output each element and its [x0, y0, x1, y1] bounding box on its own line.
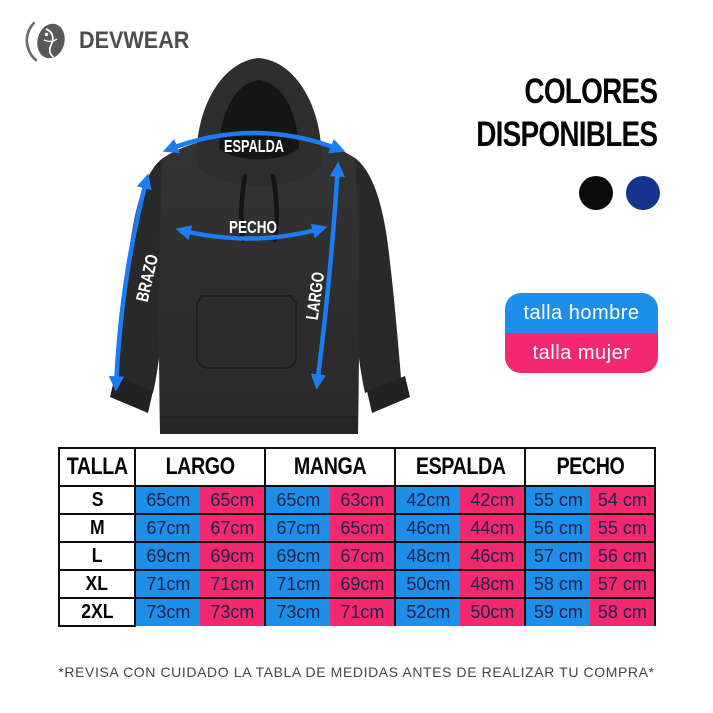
color-swatch-navy[interactable] [626, 176, 660, 210]
value-hombre: 55 cm [524, 485, 591, 515]
hoodie-hem [160, 417, 358, 434]
available-colors-title: COLORES DISPONIBLES [475, 70, 658, 156]
color-swatch-black[interactable] [579, 176, 613, 210]
pecho-label: PECHO [229, 217, 277, 237]
header-pecho: PECHO [524, 447, 657, 487]
table-row: S 65cm 65cm 65cm 63cm 42cm 42cm 55 cm 54… [57, 485, 657, 515]
pecho-measure-arrow [175, 223, 328, 241]
brazo-measure-arrow [108, 173, 152, 392]
brand-name: DEVWEAR [79, 27, 190, 54]
largo-measure-arrow [310, 161, 345, 390]
value-hombre: 59 cm [524, 597, 591, 626]
espalda-measure-arrow [162, 130, 346, 154]
value-mujer: 42cm [460, 485, 527, 515]
value-hombre: 46cm [394, 513, 461, 543]
value-mujer: 56 cm [590, 541, 657, 571]
value-hombre: 52cm [394, 597, 461, 626]
table-row: XL 71cm 71cm 71cm 69cm 50cm 48cm 58 cm 5… [57, 569, 657, 599]
value-mujer: 71cm [330, 597, 397, 626]
value-hombre: 71cm [264, 569, 331, 599]
value-mujer: 50cm [460, 597, 527, 626]
brand-logo: DEVWEAR [24, 16, 202, 66]
value-hombre: 58 cm [524, 569, 591, 599]
size-label: 2XL [57, 597, 137, 627]
value-hombre: 50cm [394, 569, 461, 599]
value-hombre: 73cm [264, 597, 331, 626]
value-hombre: 71cm [134, 569, 201, 599]
header-manga: MANGA [264, 447, 397, 487]
value-hombre: 57 cm [524, 541, 591, 571]
value-mujer: 67cm [200, 513, 267, 543]
value-mujer: 69cm [200, 541, 267, 571]
value-mujer: 48cm [460, 569, 527, 599]
value-hombre: 67cm [264, 513, 331, 543]
hoodie-measurement-diagram: ESPALDA PECHO BRAZO LARGO [108, 58, 410, 434]
header-espalda: ESPALDA [394, 447, 527, 487]
value-mujer: 44cm [460, 513, 527, 543]
devwear-logo-icon [25, 21, 65, 62]
size-chart-table: TALLA LARGO MANGA ESPALDA PECHO S 65cm 6… [57, 447, 657, 627]
value-hombre: 42cm [394, 485, 461, 515]
colors-title-line1: COLORES [524, 72, 658, 111]
hoodie-right-sleeve [349, 158, 401, 393]
header-talla: TALLA [57, 447, 137, 487]
value-mujer: 46cm [460, 541, 527, 571]
value-hombre: 65cm [264, 485, 331, 515]
talla-mujer-badge[interactable]: talla mujer [505, 333, 658, 373]
value-hombre: 69cm [264, 541, 331, 571]
value-mujer: 65cm [330, 513, 397, 543]
value-hombre: 56 cm [524, 513, 591, 543]
value-hombre: 73cm [134, 597, 201, 626]
talla-hombre-badge[interactable]: talla hombre [505, 293, 658, 333]
size-legend: talla hombre talla mujer [505, 293, 658, 373]
table-row: L 69cm 69cm 69cm 67cm 48cm 46cm 57 cm 56… [57, 541, 657, 571]
color-swatches [579, 176, 660, 210]
table-row: M 67cm 67cm 67cm 65cm 46cm 44cm 56 cm 55… [57, 513, 657, 543]
table-row: 2XL 73cm 73cm 73cm 71cm 52cm 50cm 59 cm … [57, 597, 657, 627]
size-label: M [57, 513, 137, 543]
value-mujer: 65cm [200, 485, 267, 515]
value-mujer: 73cm [200, 597, 267, 626]
value-mujer: 63cm [330, 485, 397, 515]
table-header-row: TALLA LARGO MANGA ESPALDA PECHO [57, 447, 657, 487]
size-label: L [57, 541, 137, 571]
value-mujer: 67cm [330, 541, 397, 571]
size-label: XL [57, 569, 137, 599]
size-label: S [57, 485, 137, 515]
value-mujer: 57 cm [590, 569, 657, 599]
value-mujer: 69cm [330, 569, 397, 599]
value-mujer: 58 cm [590, 597, 657, 626]
hoodie-pocket [196, 295, 297, 369]
purchase-warning-note: *REVISA CON CUIDADO LA TABLA DE MEDIDAS … [58, 664, 655, 680]
value-hombre: 69cm [134, 541, 201, 571]
value-mujer: 55 cm [590, 513, 657, 543]
value-hombre: 65cm [134, 485, 201, 515]
value-mujer: 54 cm [590, 485, 657, 515]
hoodie-right-cuff [367, 376, 410, 413]
value-hombre: 48cm [394, 541, 461, 571]
espalda-label: ESPALDA [224, 136, 284, 156]
header-largo: LARGO [134, 447, 267, 487]
value-mujer: 71cm [200, 569, 267, 599]
value-hombre: 67cm [134, 513, 201, 543]
colors-title-line2: DISPONIBLES [475, 115, 658, 154]
